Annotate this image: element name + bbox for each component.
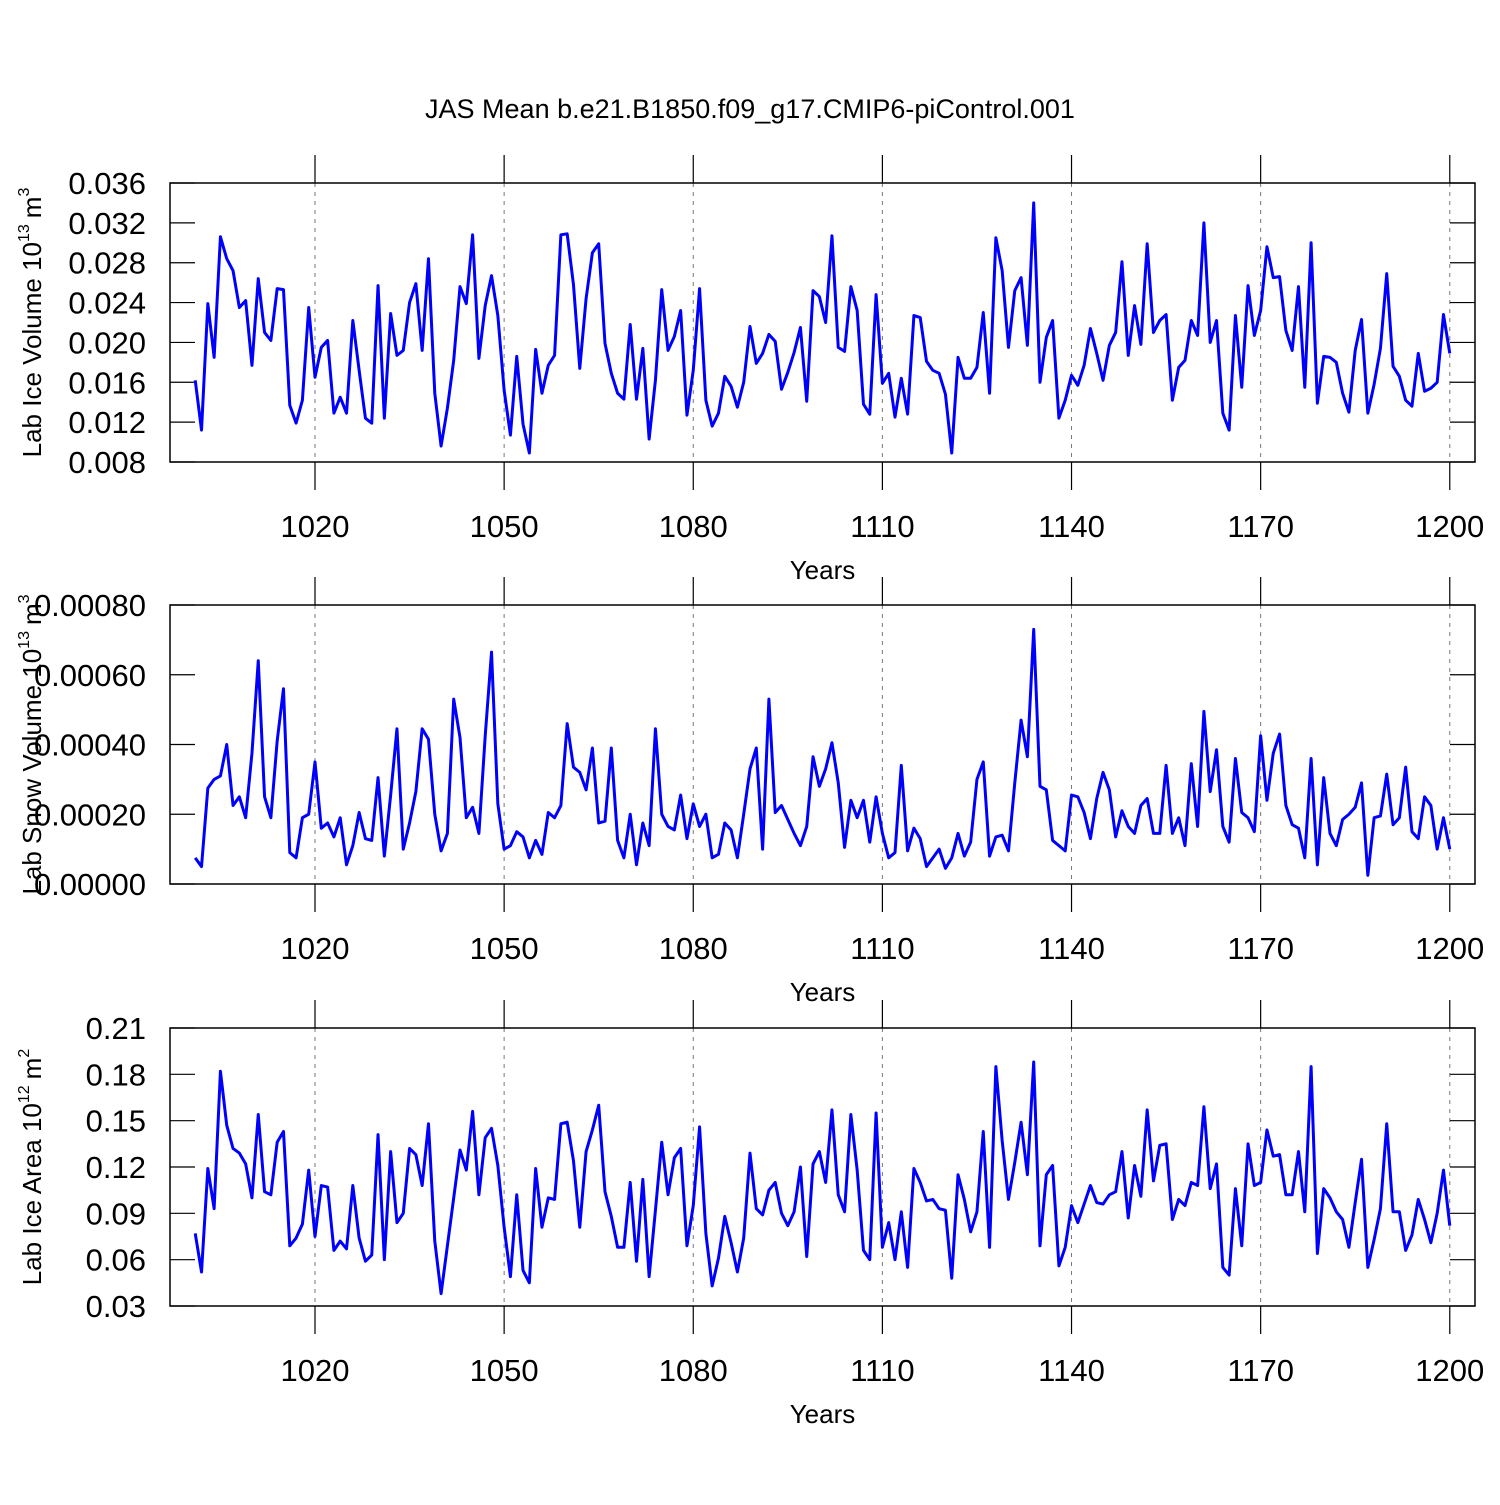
y-axis-title-unit: m <box>17 1058 47 1080</box>
y-tick-label: 0.00000 <box>34 867 146 902</box>
x-tick-label: 1140 <box>1038 509 1105 544</box>
x-tick-label: 1080 <box>659 1353 728 1388</box>
y-axis-title-text: Lab Ice Volume 10 <box>17 242 47 457</box>
x-axis-title: Years <box>790 555 856 585</box>
x-tick-label: 1080 <box>659 931 728 966</box>
y-tick-label: 0.024 <box>68 286 146 321</box>
x-tick-label: 1200 <box>1415 1353 1484 1388</box>
y-axis-title-text: Lab Ice Area 10 <box>17 1103 47 1285</box>
y-tick-label: 0.18 <box>86 1057 146 1092</box>
data-line <box>193 1060 1452 1296</box>
x-tick-label: 1110 <box>850 931 914 966</box>
plot-frame <box>169 1027 1476 1307</box>
y-tick-label: 0.00080 <box>34 588 146 623</box>
y-tick-label: 0.028 <box>68 246 146 281</box>
x-tick-label: 1170 <box>1227 509 1294 544</box>
x-tick-label: 1170 <box>1227 1353 1294 1388</box>
x-tick-label: 1050 <box>470 931 539 966</box>
x-tick-label: 1200 <box>1415 931 1484 966</box>
x-tick-label: 1020 <box>281 1353 350 1388</box>
y-tick-label: 0.036 <box>68 166 146 201</box>
y-tick-label: 0.00020 <box>34 797 146 832</box>
y-axis-title-unit-exp: 2 <box>16 1049 33 1058</box>
y-tick-label: 0.020 <box>68 325 146 360</box>
panel: 1020 1050 1080 1110 1140 1170 1200 0.008 0.012 0.… <box>16 155 1484 585</box>
x-axis-title: Years <box>790 1399 856 1429</box>
y-axis-title-text: Lab Snow Volume 10 <box>17 649 47 895</box>
y-tick-label: 0.06 <box>86 1243 146 1278</box>
y-tick-label: 0.21 <box>86 1011 146 1046</box>
x-tick-label: 1200 <box>1415 509 1484 544</box>
y-axis-title: Lab Ice Area 1012 m2 <box>16 1049 47 1286</box>
y-axis-title-unit: m <box>17 603 47 625</box>
y-axis-title: Lab Ice Volume 1013 m3 <box>16 188 47 458</box>
x-tick-label: 1110 <box>850 509 914 544</box>
figure-title: JAS Mean b.e21.B1850.f09_g17.CMIP6-piCon… <box>425 94 1075 124</box>
x-tick-label: 1020 <box>281 509 350 544</box>
y-tick-label: 0.00040 <box>34 728 146 763</box>
y-tick-label: 0.00060 <box>34 658 146 693</box>
y-tick-label: 0.12 <box>86 1150 146 1185</box>
y-axis-title-unit-exp: 3 <box>16 188 33 197</box>
y-tick-label: 0.09 <box>86 1196 146 1231</box>
y-axis-title-exp: 13 <box>16 224 33 242</box>
panel: 1020 1050 1080 1110 1140 1170 1200 0.00000 0.000… <box>16 577 1484 1007</box>
plot-frame <box>169 604 1476 885</box>
y-axis-title-exp: 12 <box>16 1085 33 1103</box>
y-tick-label: 0.016 <box>68 365 146 400</box>
x-tick-label: 1080 <box>659 509 728 544</box>
plot-frame <box>169 182 1476 463</box>
x-axis-title: Years <box>790 977 856 1007</box>
x-tick-label: 1140 <box>1038 1353 1105 1388</box>
x-tick-label: 1140 <box>1038 931 1105 966</box>
y-tick-label: 0.15 <box>86 1104 146 1139</box>
x-tick-label: 1050 <box>470 509 539 544</box>
x-tick-label: 1050 <box>470 1353 539 1388</box>
data-line <box>194 627 1452 877</box>
y-tick-label: 0.012 <box>68 405 146 440</box>
x-tick-label: 1020 <box>281 931 350 966</box>
y-tick-label: 0.03 <box>86 1289 146 1324</box>
y-tick-label: 0.008 <box>68 445 146 480</box>
y-axis-title-unit-exp: 3 <box>16 594 33 603</box>
x-tick-label: 1170 <box>1227 931 1294 966</box>
panel: 1020 1050 1080 1110 1140 1170 1200 0.03 0.06 0.09… <box>16 1000 1484 1429</box>
x-tick-label: 1110 <box>850 1353 914 1388</box>
y-axis-title-exp: 13 <box>16 631 33 649</box>
y-axis-title: Lab Snow Volume 1013 m3 <box>16 594 47 894</box>
y-axis-title-unit: m <box>17 197 47 219</box>
y-tick-label: 0.032 <box>68 206 146 241</box>
data-line <box>193 201 1452 455</box>
